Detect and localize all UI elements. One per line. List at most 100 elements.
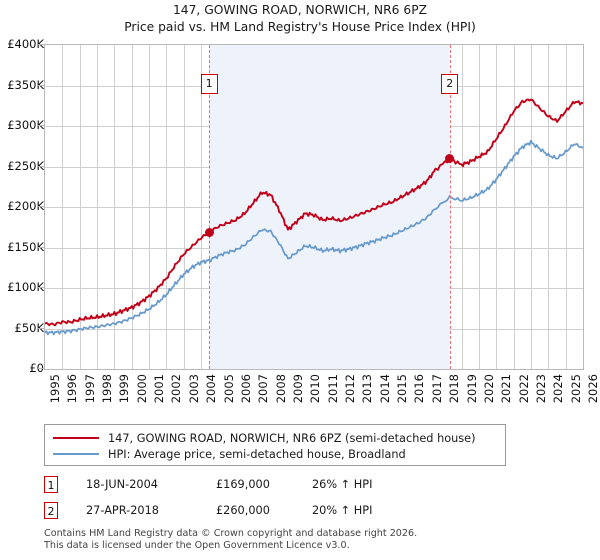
transaction-point[interactable] bbox=[445, 153, 455, 163]
x-axis-label: 2011 bbox=[325, 374, 340, 404]
footer-attribution: Contains HM Land Registry data © Crown c… bbox=[44, 528, 584, 551]
y-axis-label: £0 bbox=[29, 361, 44, 375]
x-axis-label: 2016 bbox=[412, 374, 427, 404]
x-axis-label: 2019 bbox=[464, 374, 479, 404]
y-axis-label: £350K bbox=[7, 77, 44, 92]
y-axis-tick bbox=[38, 125, 44, 126]
x-axis-label: 1996 bbox=[65, 374, 80, 404]
footer-line-1: Contains HM Land Registry data © Crown c… bbox=[44, 528, 418, 539]
y-axis-tick bbox=[38, 44, 44, 45]
row-marker-badge: 2 bbox=[44, 502, 58, 519]
x-axis-label: 2010 bbox=[308, 374, 323, 404]
y-axis-label: £100K bbox=[7, 280, 44, 294]
x-axis-label: 2014 bbox=[377, 374, 392, 404]
transaction-marker-line bbox=[449, 45, 451, 369]
y-axis-label: £200K bbox=[7, 199, 44, 213]
row-date: 27-APR-2018 bbox=[86, 504, 159, 517]
gridline-vertical bbox=[114, 45, 116, 369]
row-hpi-delta: 26% ↑ HPI bbox=[312, 478, 373, 491]
x-axis-label: 1998 bbox=[100, 374, 115, 404]
x-axis-label: 2001 bbox=[152, 374, 167, 404]
row-hpi-delta: 20% ↑ HPI bbox=[312, 504, 373, 517]
x-axis-label: 2002 bbox=[169, 374, 184, 404]
legend-swatch-hpi bbox=[53, 453, 99, 455]
x-axis-label: 2015 bbox=[395, 374, 410, 404]
chart-legend: 147, GOWING ROAD, NORWICH, NR6 6PZ (semi… bbox=[44, 424, 506, 466]
footer-line-2: This data is licensed under the Open Gov… bbox=[44, 539, 350, 551]
gridline-vertical bbox=[461, 45, 463, 369]
transaction-marker-label-1[interactable]: 1 bbox=[200, 74, 218, 94]
x-axis-label: 2012 bbox=[343, 374, 358, 404]
transaction-point[interactable] bbox=[204, 227, 214, 237]
x-axis-label: 2020 bbox=[481, 374, 496, 404]
y-axis-label: £250K bbox=[7, 158, 44, 173]
row-date: 18-JUN-2004 bbox=[86, 478, 158, 491]
transaction-marker-line bbox=[209, 45, 211, 369]
y-axis-label: £400K bbox=[7, 37, 44, 51]
series-lines bbox=[45, 98, 583, 336]
line-hpi bbox=[45, 139, 583, 336]
gridline-vertical bbox=[97, 45, 99, 369]
y-axis-tick bbox=[38, 327, 44, 329]
row-price: £169,000 bbox=[216, 478, 270, 491]
gridline-vertical bbox=[513, 45, 515, 369]
legend-item-price-paid: 147, GOWING ROAD, NORWICH, NR6 6PZ (semi… bbox=[53, 430, 497, 446]
x-axis-label: 2006 bbox=[238, 374, 253, 404]
gridline-vertical bbox=[201, 45, 203, 369]
chart-plot-area bbox=[44, 44, 584, 370]
x-axis-label: 1997 bbox=[82, 374, 97, 404]
gridline-vertical bbox=[79, 45, 81, 369]
x-axis-label: 1995 bbox=[48, 374, 62, 404]
gridline-vertical bbox=[548, 45, 550, 369]
x-axis-label: 2023 bbox=[533, 374, 548, 404]
legend-swatch-price-paid bbox=[53, 437, 99, 439]
gridline-vertical bbox=[62, 45, 64, 369]
legend-label-hpi: HPI: Average price, semi-detached house,… bbox=[108, 447, 406, 461]
x-axis-label: 2008 bbox=[273, 374, 288, 404]
legend-item-hpi: HPI: Average price, semi-detached house,… bbox=[53, 446, 497, 462]
x-axis-label: 2022 bbox=[516, 374, 531, 404]
page-title: 147, GOWING ROAD, NORWICH, NR6 6PZ Price… bbox=[0, 2, 600, 36]
x-axis-label: 2025 bbox=[568, 374, 583, 404]
gridline-vertical bbox=[149, 45, 151, 369]
x-axis-label: 2005 bbox=[221, 374, 236, 404]
y-axis-tick bbox=[38, 84, 44, 86]
x-axis-label: 2003 bbox=[186, 374, 201, 404]
y-axis-tick bbox=[38, 165, 44, 167]
gridline-vertical bbox=[478, 45, 480, 369]
y-axis-label: £300K bbox=[7, 118, 44, 132]
x-axis-label: 2007 bbox=[256, 374, 271, 404]
x-axis-label: 2004 bbox=[204, 374, 219, 404]
title-subtitle: Price paid vs. HM Land Registry's House … bbox=[124, 20, 476, 34]
row-marker-badge: 1 bbox=[44, 476, 58, 493]
y-axis-tick bbox=[38, 246, 44, 248]
gridline-vertical bbox=[565, 45, 567, 369]
gridline-vertical bbox=[131, 45, 133, 369]
y-axis-tick bbox=[38, 287, 44, 288]
x-axis-label: 2021 bbox=[499, 374, 514, 404]
x-axis-label: 2000 bbox=[134, 374, 149, 404]
x-axis-label: 2017 bbox=[429, 374, 444, 404]
y-axis-tick bbox=[38, 368, 44, 369]
table-row[interactable]: 2 27-APR-2018 £260,000 20% ↑ HPI bbox=[44, 502, 464, 520]
x-axis-label: 2013 bbox=[360, 374, 375, 404]
y-axis-label: £50K bbox=[14, 320, 45, 335]
gridline-vertical bbox=[530, 45, 532, 369]
transaction-marker-label-2[interactable]: 2 bbox=[441, 74, 459, 94]
title-address: 147, GOWING ROAD, NORWICH, NR6 6PZ bbox=[172, 3, 428, 17]
y-axis-tick bbox=[38, 206, 44, 207]
row-price: £260,000 bbox=[216, 504, 270, 517]
table-row[interactable]: 1 18-JUN-2004 £169,000 26% ↑ HPI bbox=[44, 476, 464, 494]
x-axis-label: 2026 bbox=[586, 374, 600, 404]
gridline-vertical bbox=[183, 45, 185, 369]
x-axis-label: 2009 bbox=[290, 374, 305, 404]
x-axis-label: 1999 bbox=[117, 374, 132, 404]
gridline-vertical bbox=[496, 45, 498, 369]
gridline-vertical bbox=[166, 45, 168, 369]
line-price-paid bbox=[45, 98, 583, 327]
x-axis-label: 2024 bbox=[551, 374, 566, 404]
legend-label-price-paid: 147, GOWING ROAD, NORWICH, NR6 6PZ (semi… bbox=[108, 431, 476, 445]
x-axis-label: 2018 bbox=[447, 374, 462, 404]
y-axis-label: £150K bbox=[7, 239, 44, 254]
